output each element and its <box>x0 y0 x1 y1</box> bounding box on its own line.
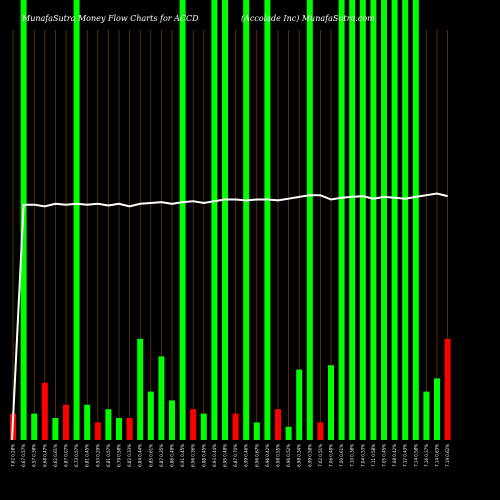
bar-green <box>328 365 334 440</box>
x-tick-label: 6.81 0.57% <box>106 444 111 467</box>
bar-red <box>444 338 451 440</box>
bar-green <box>84 404 91 440</box>
x-tick-label: 6.87 0.35% <box>159 444 164 467</box>
bar-green <box>285 426 292 440</box>
bar-green <box>158 356 165 440</box>
x-tick-label: 6.99 0.58% <box>307 444 312 467</box>
x-tick-label: 7.05 0.45% <box>382 444 387 467</box>
x-tick-label: 6.73 0.57% <box>74 444 79 467</box>
bar-red <box>190 409 197 440</box>
x-tick-label: 6.96 0.52% <box>286 444 291 467</box>
x-tick-label: 7.12 0.43% <box>403 444 408 467</box>
x-tick-label: 6.84 0.44% <box>138 444 143 467</box>
chart-title-left: MunafaSutra Money Flow Charts for ACCD <box>21 14 199 23</box>
x-tick-label: 6.79 0.58% <box>117 444 122 467</box>
bar-green <box>73 0 80 440</box>
bar-green <box>253 422 260 440</box>
bar-green <box>211 0 218 440</box>
x-tick-label: 7.11 0.58% <box>371 444 376 467</box>
bar-green <box>412 0 419 440</box>
x-tick-label: 7.19 0.62% <box>445 444 450 467</box>
x-tick-label: 6.88 0.45% <box>201 444 206 467</box>
bar-green <box>147 391 154 440</box>
x-tick-label: 7.04 0.53% <box>360 444 365 467</box>
bar-green <box>52 418 59 440</box>
x-tick-label: 6.98 0.55% <box>276 444 281 467</box>
bar-green <box>296 369 303 440</box>
x-tick-label: 7.00 0.61% <box>339 444 344 467</box>
bar-green <box>200 413 207 440</box>
x-tick-label: 7.14 0.63% <box>435 444 440 467</box>
x-tick-label: 6.85 0.61% <box>148 444 153 467</box>
x-tick-label: 7.06 0.48% <box>329 444 334 467</box>
bar-green <box>391 0 398 440</box>
x-tick-label: 6.62 0.61% <box>53 444 58 467</box>
chart-title-right: (Accolade Inc) MunafaSutra.com <box>241 14 375 23</box>
bar-green <box>381 0 387 440</box>
bar-green <box>359 0 366 440</box>
x-tick-label: 7.10 0.38% <box>350 444 355 467</box>
bar-green <box>31 413 38 440</box>
x-tick-label: 6.93 0.44% <box>212 444 217 467</box>
x-tick-label: 6.91 0.45% <box>180 444 185 467</box>
x-tick-label: 6.96 0.67% <box>254 444 259 467</box>
x-tick-label: 6.87 0.07% <box>64 444 69 467</box>
x-tick-label: 7.14 0.58% <box>413 444 418 467</box>
bar-red <box>94 422 101 440</box>
bar-red <box>275 409 281 440</box>
bar-green <box>105 409 112 440</box>
x-tick-label: 6.81 0.45% <box>85 444 90 467</box>
bar-green <box>169 400 175 440</box>
x-tick-label: 7.08 0.42% <box>392 444 397 467</box>
x-tick-label: 6.87 0.70% <box>233 444 238 467</box>
bar-green <box>179 0 186 440</box>
x-tick-label: 6.96 0.36% <box>191 444 196 467</box>
x-tick-label: 6.98 0.34% <box>297 444 302 467</box>
bar-green <box>306 0 313 440</box>
bar-green <box>402 0 409 440</box>
bar-red <box>41 382 48 440</box>
x-tick-label: 6.57 0.38% <box>32 444 37 467</box>
x-tick-label: 7.16 0.37% <box>424 444 429 467</box>
bar-green <box>423 391 430 440</box>
bar-green <box>434 378 440 440</box>
money-flow-line <box>11 192 448 441</box>
bar-red <box>232 413 239 440</box>
bar-green <box>349 0 356 440</box>
bar-green <box>222 0 228 440</box>
x-tick-label: 6.68 0.47% <box>42 444 47 467</box>
x-tick-labels: 7.62 0.28% 6.67 0.57% 6.57 0.38% 6.68 0.47%… <box>11 444 451 467</box>
bar-red <box>63 404 69 440</box>
x-tick-label: 6.67 0.57% <box>21 444 26 467</box>
bar-green <box>338 0 345 440</box>
bar-green <box>137 338 144 440</box>
x-tick-label: 7.62 0.28% <box>11 444 16 467</box>
x-tick-label: 7.02 0.51% <box>318 444 323 467</box>
bar-green <box>370 0 377 440</box>
x-tick-label: 6.82 0.33% <box>127 444 132 467</box>
x-tick-label: 6.95 0.48% <box>223 444 228 467</box>
bar-red <box>317 422 324 440</box>
bar-green <box>243 0 250 440</box>
x-tick-label: 6.99 0.46% <box>244 444 249 467</box>
x-tick-label: 6.86 0.49% <box>170 444 175 467</box>
bar-red <box>126 418 133 440</box>
bar-green <box>116 418 122 440</box>
x-tick-label: 6.93 0.29% <box>95 444 100 467</box>
x-tick-label: 6.96 0.42% <box>265 444 270 467</box>
bar-green <box>264 0 271 440</box>
